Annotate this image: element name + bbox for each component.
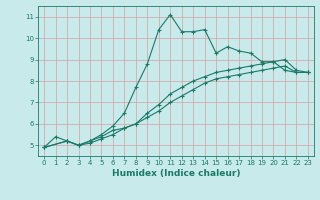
X-axis label: Humidex (Indice chaleur): Humidex (Indice chaleur) (112, 169, 240, 178)
